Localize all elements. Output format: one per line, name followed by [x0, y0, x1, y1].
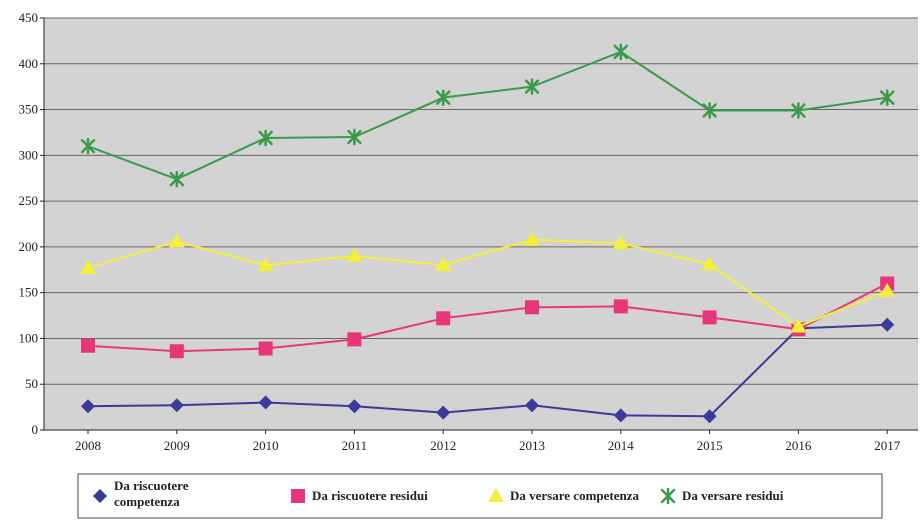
data-point-square [436, 311, 451, 326]
series-line [87, 50, 888, 181]
legend-box [77, 473, 883, 519]
data-point-triangle [346, 248, 363, 263]
data-point-diamond [169, 398, 184, 413]
data-point-square [258, 341, 273, 356]
data-point-square [702, 310, 717, 325]
data-point-triangle [612, 235, 629, 250]
y-tick-label: 150 [19, 285, 39, 300]
y-tick-label: 50 [25, 376, 38, 391]
data-point-diamond [880, 317, 895, 332]
legend-marker-star [660, 487, 676, 505]
data-point-diamond [347, 399, 362, 414]
data-point-star [80, 137, 96, 155]
data-point-diamond [613, 408, 628, 423]
data-point-star [258, 129, 273, 147]
legend-marker-diamond [93, 489, 107, 503]
x-axis-ticks: 2008 2009 2010 2011 2012 2013 2014 2015 2016 2017 [75, 430, 901, 453]
data-point-triangle [257, 257, 274, 272]
x-tick-label: 2009 [164, 438, 190, 453]
legend-item: Da riscuotere residui [291, 488, 428, 503]
legend-label: Da riscuotere [114, 478, 189, 493]
series-group [80, 43, 896, 424]
x-tick-label: 2012 [430, 438, 456, 453]
data-point-triangle [80, 259, 96, 274]
x-tick-label: 2008 [75, 438, 101, 453]
legend-label: Da versare residui [682, 488, 784, 503]
data-point-diamond [258, 395, 273, 410]
y-tick-label: 100 [19, 330, 39, 345]
data-point-star [524, 78, 540, 95]
data-point-star [435, 89, 451, 106]
data-point-star [702, 102, 717, 119]
data-point-star [169, 170, 185, 188]
legend-marker-triangle [488, 488, 504, 502]
legend-label: competenza [114, 494, 180, 509]
y-tick-label: 250 [19, 193, 39, 208]
data-point-star [613, 43, 629, 61]
data-point-triangle [790, 318, 807, 333]
data-point-triangle [524, 231, 540, 246]
legend-item: Da versare competenza [488, 488, 639, 503]
legend-item: Da versare residui [660, 487, 784, 505]
y-tick-label: 350 [19, 102, 39, 117]
legend-label: Da versare competenza [510, 488, 639, 503]
data-point-diamond [702, 409, 717, 424]
legend-marker-square [291, 489, 305, 503]
series-star [80, 43, 895, 188]
data-point-star [879, 89, 895, 106]
data-point-triangle [701, 256, 718, 271]
y-axis-ticks: 0 50 100 150 200 250 300 350 400 450 [19, 10, 44, 437]
x-tick-label: 2013 [519, 438, 545, 453]
data-point-diamond [81, 399, 95, 414]
series-triangle [80, 231, 896, 333]
legend-label: Da riscuotere residui [312, 488, 428, 503]
x-tick-label: 2015 [697, 438, 723, 453]
x-tick-label: 2014 [608, 438, 635, 453]
x-tick-label: 2011 [342, 438, 368, 453]
x-tick-label: 2016 [785, 438, 812, 453]
data-point-square [525, 300, 539, 315]
x-tick-label: 2010 [253, 438, 279, 453]
data-point-star [791, 102, 806, 119]
data-point-diamond [436, 405, 451, 420]
series-line [87, 282, 888, 353]
data-point-square [169, 344, 184, 359]
data-point-triangle [168, 233, 185, 248]
data-point-star [347, 128, 362, 146]
series-line [87, 323, 888, 418]
data-point-square [613, 299, 628, 314]
plot-background [44, 18, 918, 430]
series-line [87, 238, 888, 328]
data-point-diamond [525, 398, 539, 413]
data-point-square [81, 338, 95, 353]
data-point-triangle [435, 257, 452, 272]
gridlines [44, 17, 918, 385]
y-tick-label: 200 [19, 239, 39, 254]
y-tick-label: 400 [19, 56, 39, 71]
y-tick-label: 300 [19, 147, 39, 162]
data-point-square [347, 332, 362, 347]
data-point-triangle [879, 282, 896, 297]
x-tick-label: 2017 [874, 438, 901, 453]
y-tick-label: 450 [19, 10, 39, 25]
y-tick-label: 0 [32, 422, 39, 437]
